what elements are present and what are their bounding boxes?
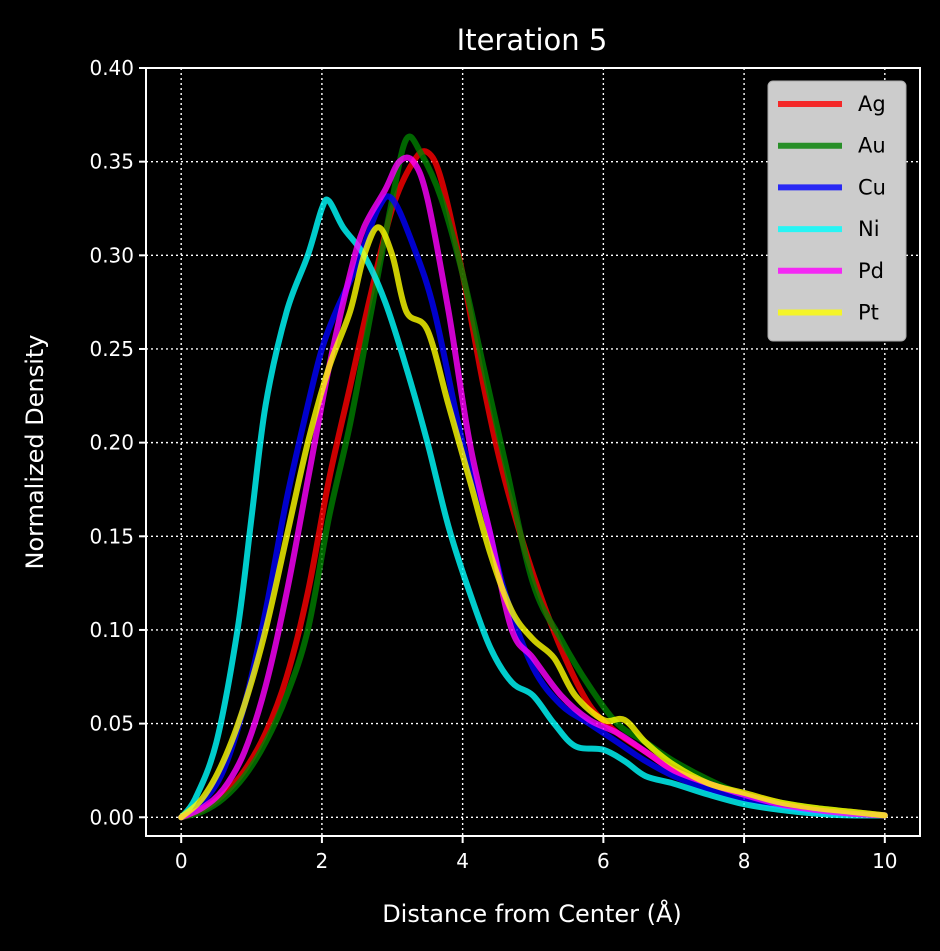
series-line-cu <box>178 193 888 821</box>
y-tick-label: 0.20 <box>89 431 134 455</box>
legend-label-ag: Ag <box>858 92 886 116</box>
y-tick-label: 0.25 <box>89 337 134 361</box>
y-tick-label: 0.05 <box>89 712 134 736</box>
series-layer <box>178 133 888 821</box>
x-tick-label: 0 <box>175 849 188 873</box>
y-tick-label: 0.15 <box>89 524 134 548</box>
legend-items: Ag Au Cu Ni Pd Pt <box>778 92 886 325</box>
plot-area-frame <box>145 67 921 837</box>
x-tick-label: 2 <box>316 849 329 873</box>
series-line-ni <box>178 196 888 821</box>
tick-layer: 0 2 4 6 8 10 0.00 0.05 0.10 0.15 0.20 0.25 0.30 0.35 0… <box>89 56 897 873</box>
series-line-au <box>178 133 888 821</box>
legend-label-pd: Pd <box>858 259 884 283</box>
x-tick-label: 6 <box>597 849 610 873</box>
y-tick-label: 0.10 <box>89 618 134 642</box>
legend: Ag Au Cu Ni Pd Pt <box>767 80 907 342</box>
x-tick-label: 4 <box>456 849 469 873</box>
y-tick-label: 0.35 <box>89 150 134 174</box>
y-tick-label: 0.40 <box>89 56 134 80</box>
legend-box <box>767 80 907 342</box>
legend-label-au: Au <box>858 134 886 158</box>
y-tick-label: 0.30 <box>89 243 134 267</box>
x-tick-label: 10 <box>872 849 897 873</box>
legend-label-cu: Cu <box>858 175 886 199</box>
legend-label-pt: Pt <box>858 301 879 325</box>
legend-label-ni: Ni <box>858 217 880 241</box>
y-axis-label: Normalized Density <box>21 335 49 570</box>
series-line-pt <box>178 224 888 821</box>
x-axis-label: Distance from Center (Å) <box>382 899 682 928</box>
y-tick-label: 0.00 <box>89 805 134 829</box>
x-tick-label: 8 <box>738 849 751 873</box>
chart-title: Iteration 5 <box>457 23 608 57</box>
